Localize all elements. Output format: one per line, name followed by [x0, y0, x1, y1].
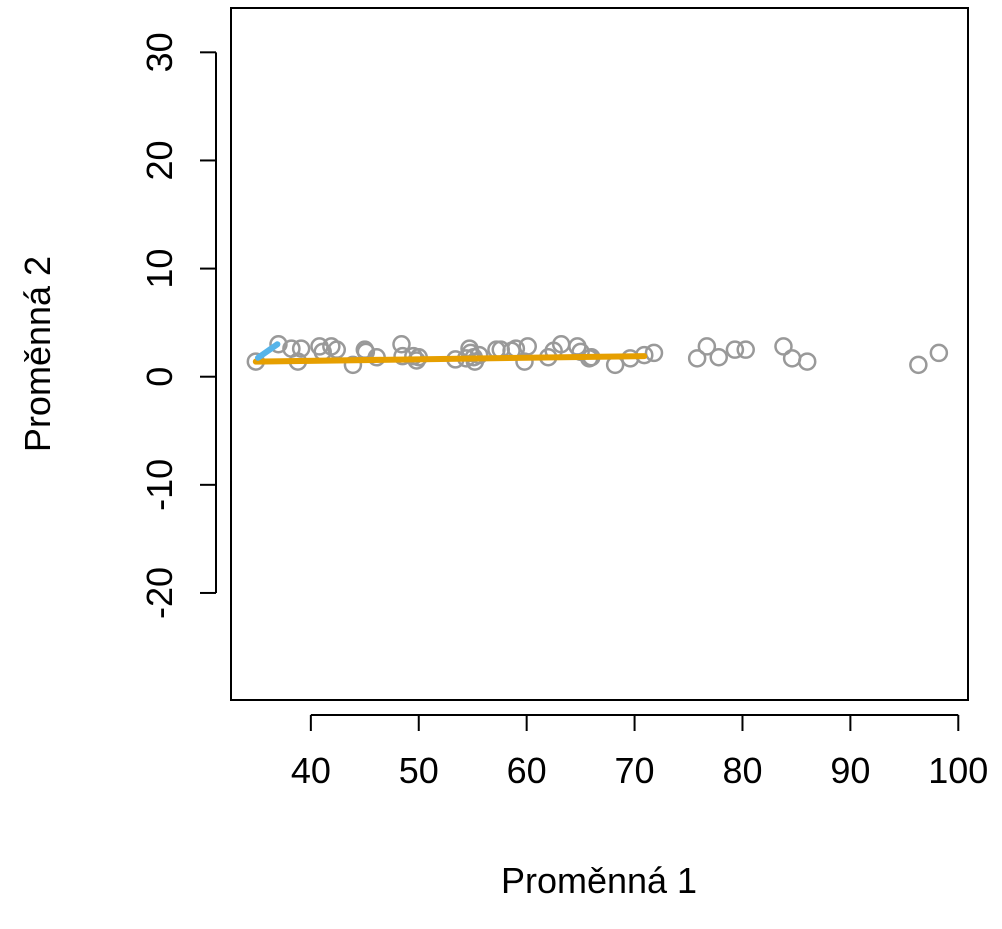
x-tick-label: 90 [830, 750, 870, 791]
y-tick-label: 20 [139, 140, 180, 180]
point [797, 352, 817, 371]
point [774, 337, 793, 356]
point [736, 340, 755, 359]
x-axis-label: Proměnná 1 [501, 860, 697, 901]
point [929, 343, 949, 363]
point [469, 345, 489, 365]
point [291, 339, 311, 358]
point [687, 349, 707, 368]
y-tick-label: -20 [139, 567, 180, 619]
y-axis-label: Proměnná 2 [17, 256, 58, 452]
y-tick-label: 0 [139, 367, 180, 387]
x-tick-label: 70 [615, 750, 655, 791]
x-tick-label: 50 [399, 750, 439, 791]
plot-frame [230, 7, 969, 701]
point [725, 340, 745, 359]
point [518, 337, 537, 356]
x-tick-label: 60 [507, 750, 547, 791]
point [644, 343, 664, 363]
point [782, 349, 802, 368]
x-tick-label: 40 [291, 750, 331, 791]
x-tick-label: 80 [722, 750, 762, 791]
y-tick-label: 30 [139, 32, 180, 72]
point [269, 335, 288, 354]
fit-line [254, 341, 281, 361]
fit-line [252, 353, 648, 365]
y-tick-label: -10 [139, 459, 180, 511]
point [709, 347, 728, 367]
point [343, 355, 363, 375]
y-tick-label: 10 [139, 249, 180, 289]
point [909, 355, 928, 375]
point [697, 337, 717, 356]
x-tick-label: 100 [928, 750, 988, 791]
point [392, 335, 411, 354]
